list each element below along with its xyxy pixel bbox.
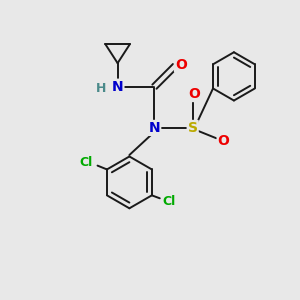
Text: H: H: [96, 82, 106, 95]
Text: O: O: [188, 87, 200, 101]
Text: O: O: [175, 58, 187, 72]
Text: S: S: [188, 121, 198, 135]
Text: N: N: [148, 121, 160, 135]
Text: Cl: Cl: [163, 195, 176, 208]
Text: Cl: Cl: [80, 156, 93, 169]
Text: N: N: [112, 80, 123, 94]
Text: O: O: [218, 134, 230, 148]
